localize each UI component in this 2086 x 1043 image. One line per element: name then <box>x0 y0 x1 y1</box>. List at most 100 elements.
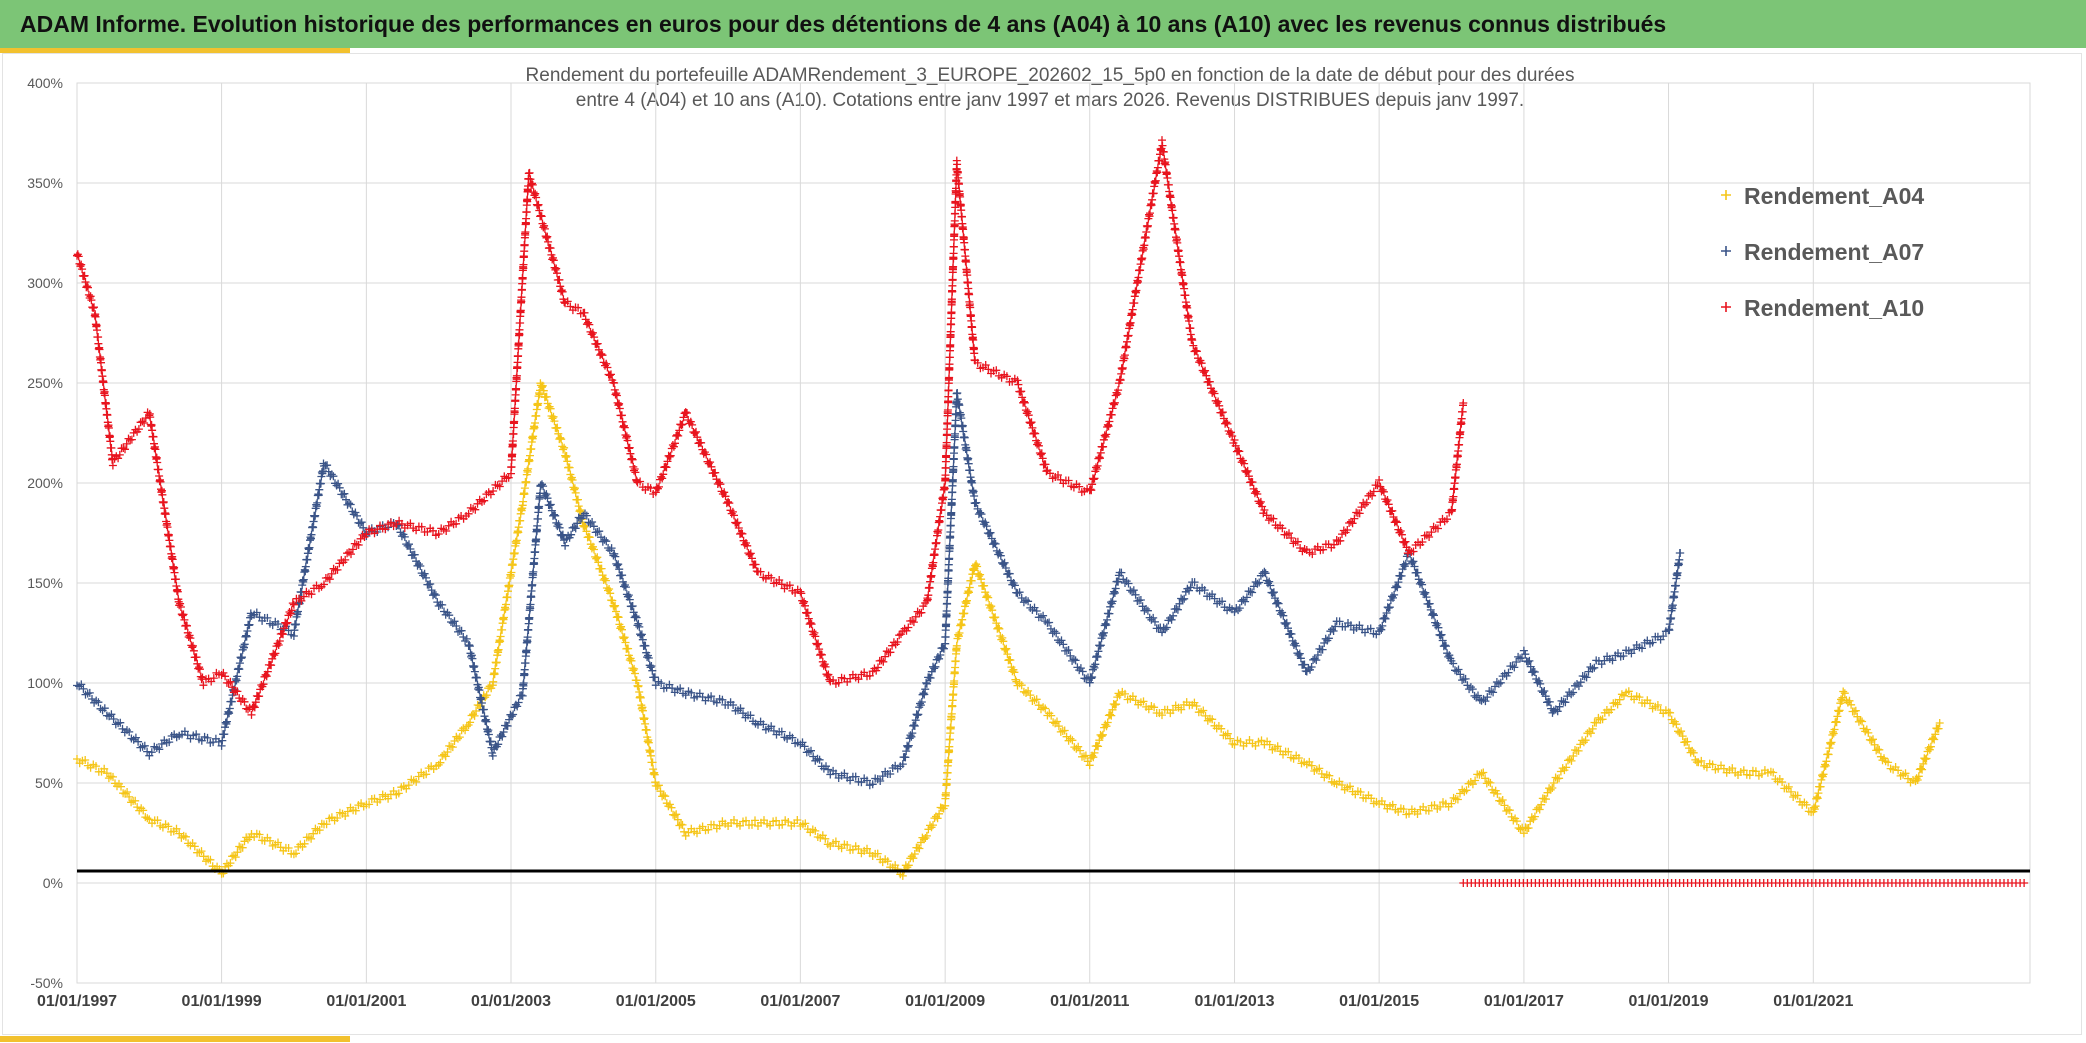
data-point <box>365 532 368 534</box>
data-point <box>582 512 585 514</box>
series-layer <box>73 136 2029 887</box>
data-point <box>250 712 253 714</box>
data-point <box>1161 712 1163 714</box>
legend-label: Rendement_A10 <box>1744 295 1924 321</box>
data-point <box>926 682 928 684</box>
accent-line-bottom <box>0 1036 350 1042</box>
data-point <box>293 602 295 604</box>
data-point <box>1408 552 1410 554</box>
data-point <box>564 542 566 544</box>
data-point <box>1595 722 1598 724</box>
series-markers <box>73 379 1944 880</box>
data-point <box>437 762 440 764</box>
data-point <box>582 312 585 314</box>
series-a10_zero_segment <box>1459 879 2029 887</box>
x-tick-label: 01/01/2019 <box>1628 993 1708 1010</box>
data-point <box>148 412 151 414</box>
data-point <box>1233 442 1236 444</box>
data-point <box>871 852 874 854</box>
data-point <box>1697 762 1700 764</box>
data-point <box>636 622 639 624</box>
x-tick-label: 01/01/2013 <box>1194 993 1274 1010</box>
data-point <box>76 758 78 760</box>
data-point <box>323 822 325 824</box>
page-title: ADAM Informe. Evolution historique des p… <box>20 10 1667 37</box>
data-point <box>1378 482 1380 484</box>
data-point <box>1553 782 1555 784</box>
title-banner: ADAM Informe. Evolution historique des p… <box>0 0 2086 48</box>
y-tick-label: 200% <box>27 475 63 491</box>
y-tick-label: 350% <box>27 175 63 191</box>
data-point <box>871 782 874 784</box>
chart-subtitle-line-2: entre 4 (A04) et 10 ans (A10). Cotations… <box>576 90 1524 111</box>
data-point <box>1450 512 1453 514</box>
data-point <box>1812 812 1815 814</box>
y-tick-label: 150% <box>27 575 63 591</box>
data-point <box>727 702 729 704</box>
data-point <box>467 512 470 514</box>
data-point <box>1088 492 1091 494</box>
data-point <box>491 682 494 684</box>
series-markers <box>73 389 1685 790</box>
data-point <box>757 722 759 724</box>
data-point <box>1088 682 1091 684</box>
data-point <box>727 822 729 824</box>
data-point <box>1335 622 1338 624</box>
x-tick-label: 01/01/2003 <box>471 993 551 1010</box>
data-point <box>1191 342 1193 344</box>
data-point <box>654 492 657 494</box>
data-point <box>76 252 78 254</box>
data-point <box>94 312 96 314</box>
data-point <box>1046 622 1049 624</box>
data-point <box>1306 552 1308 554</box>
data-point <box>293 852 295 854</box>
y-tick-label: -50% <box>30 975 63 991</box>
x-tick-label: 01/01/2017 <box>1484 993 1564 1010</box>
data-point <box>1306 762 1308 764</box>
data-point <box>612 552 615 554</box>
data-point <box>178 832 181 834</box>
legend-label: Rendement_A04 <box>1744 183 1924 209</box>
data-point <box>1679 552 1682 554</box>
data-point <box>220 742 223 744</box>
data-point <box>1408 812 1410 814</box>
data-point <box>944 802 946 804</box>
data-point <box>1480 772 1483 774</box>
legend-item: Rendement_A07 <box>1721 239 1924 265</box>
data-point <box>106 712 108 714</box>
data-point <box>1842 692 1845 694</box>
series-markers <box>73 136 1468 719</box>
data-point <box>250 612 253 614</box>
data-point <box>799 742 802 744</box>
data-point <box>1553 712 1555 714</box>
data-point <box>829 842 832 844</box>
legend-marker <box>1721 246 1731 256</box>
data-point <box>1016 382 1019 384</box>
data-point <box>829 682 832 684</box>
data-point <box>612 382 615 384</box>
x-tick-label: 01/01/1997 <box>37 993 117 1010</box>
data-point <box>76 682 78 684</box>
x-tick-label: 01/01/2005 <box>616 993 696 1010</box>
data-point <box>944 642 946 644</box>
data-point <box>106 772 108 774</box>
data-point <box>1161 632 1163 634</box>
data-point <box>1625 692 1627 694</box>
data-point <box>1667 632 1670 634</box>
data-point <box>974 562 976 564</box>
data-point <box>926 602 928 604</box>
data-point <box>2023 882 2025 884</box>
data-point <box>944 482 946 484</box>
data-point <box>974 362 976 364</box>
data-point <box>564 452 566 454</box>
data-point <box>1480 702 1483 704</box>
data-point <box>612 602 615 604</box>
x-tick-label: 01/01/2021 <box>1773 993 1853 1010</box>
data-point <box>636 482 639 484</box>
data-point <box>1335 542 1338 544</box>
data-point <box>727 502 729 504</box>
data-point <box>437 602 440 604</box>
data-point <box>799 592 802 594</box>
data-point <box>1233 612 1236 614</box>
data-point <box>540 382 542 384</box>
